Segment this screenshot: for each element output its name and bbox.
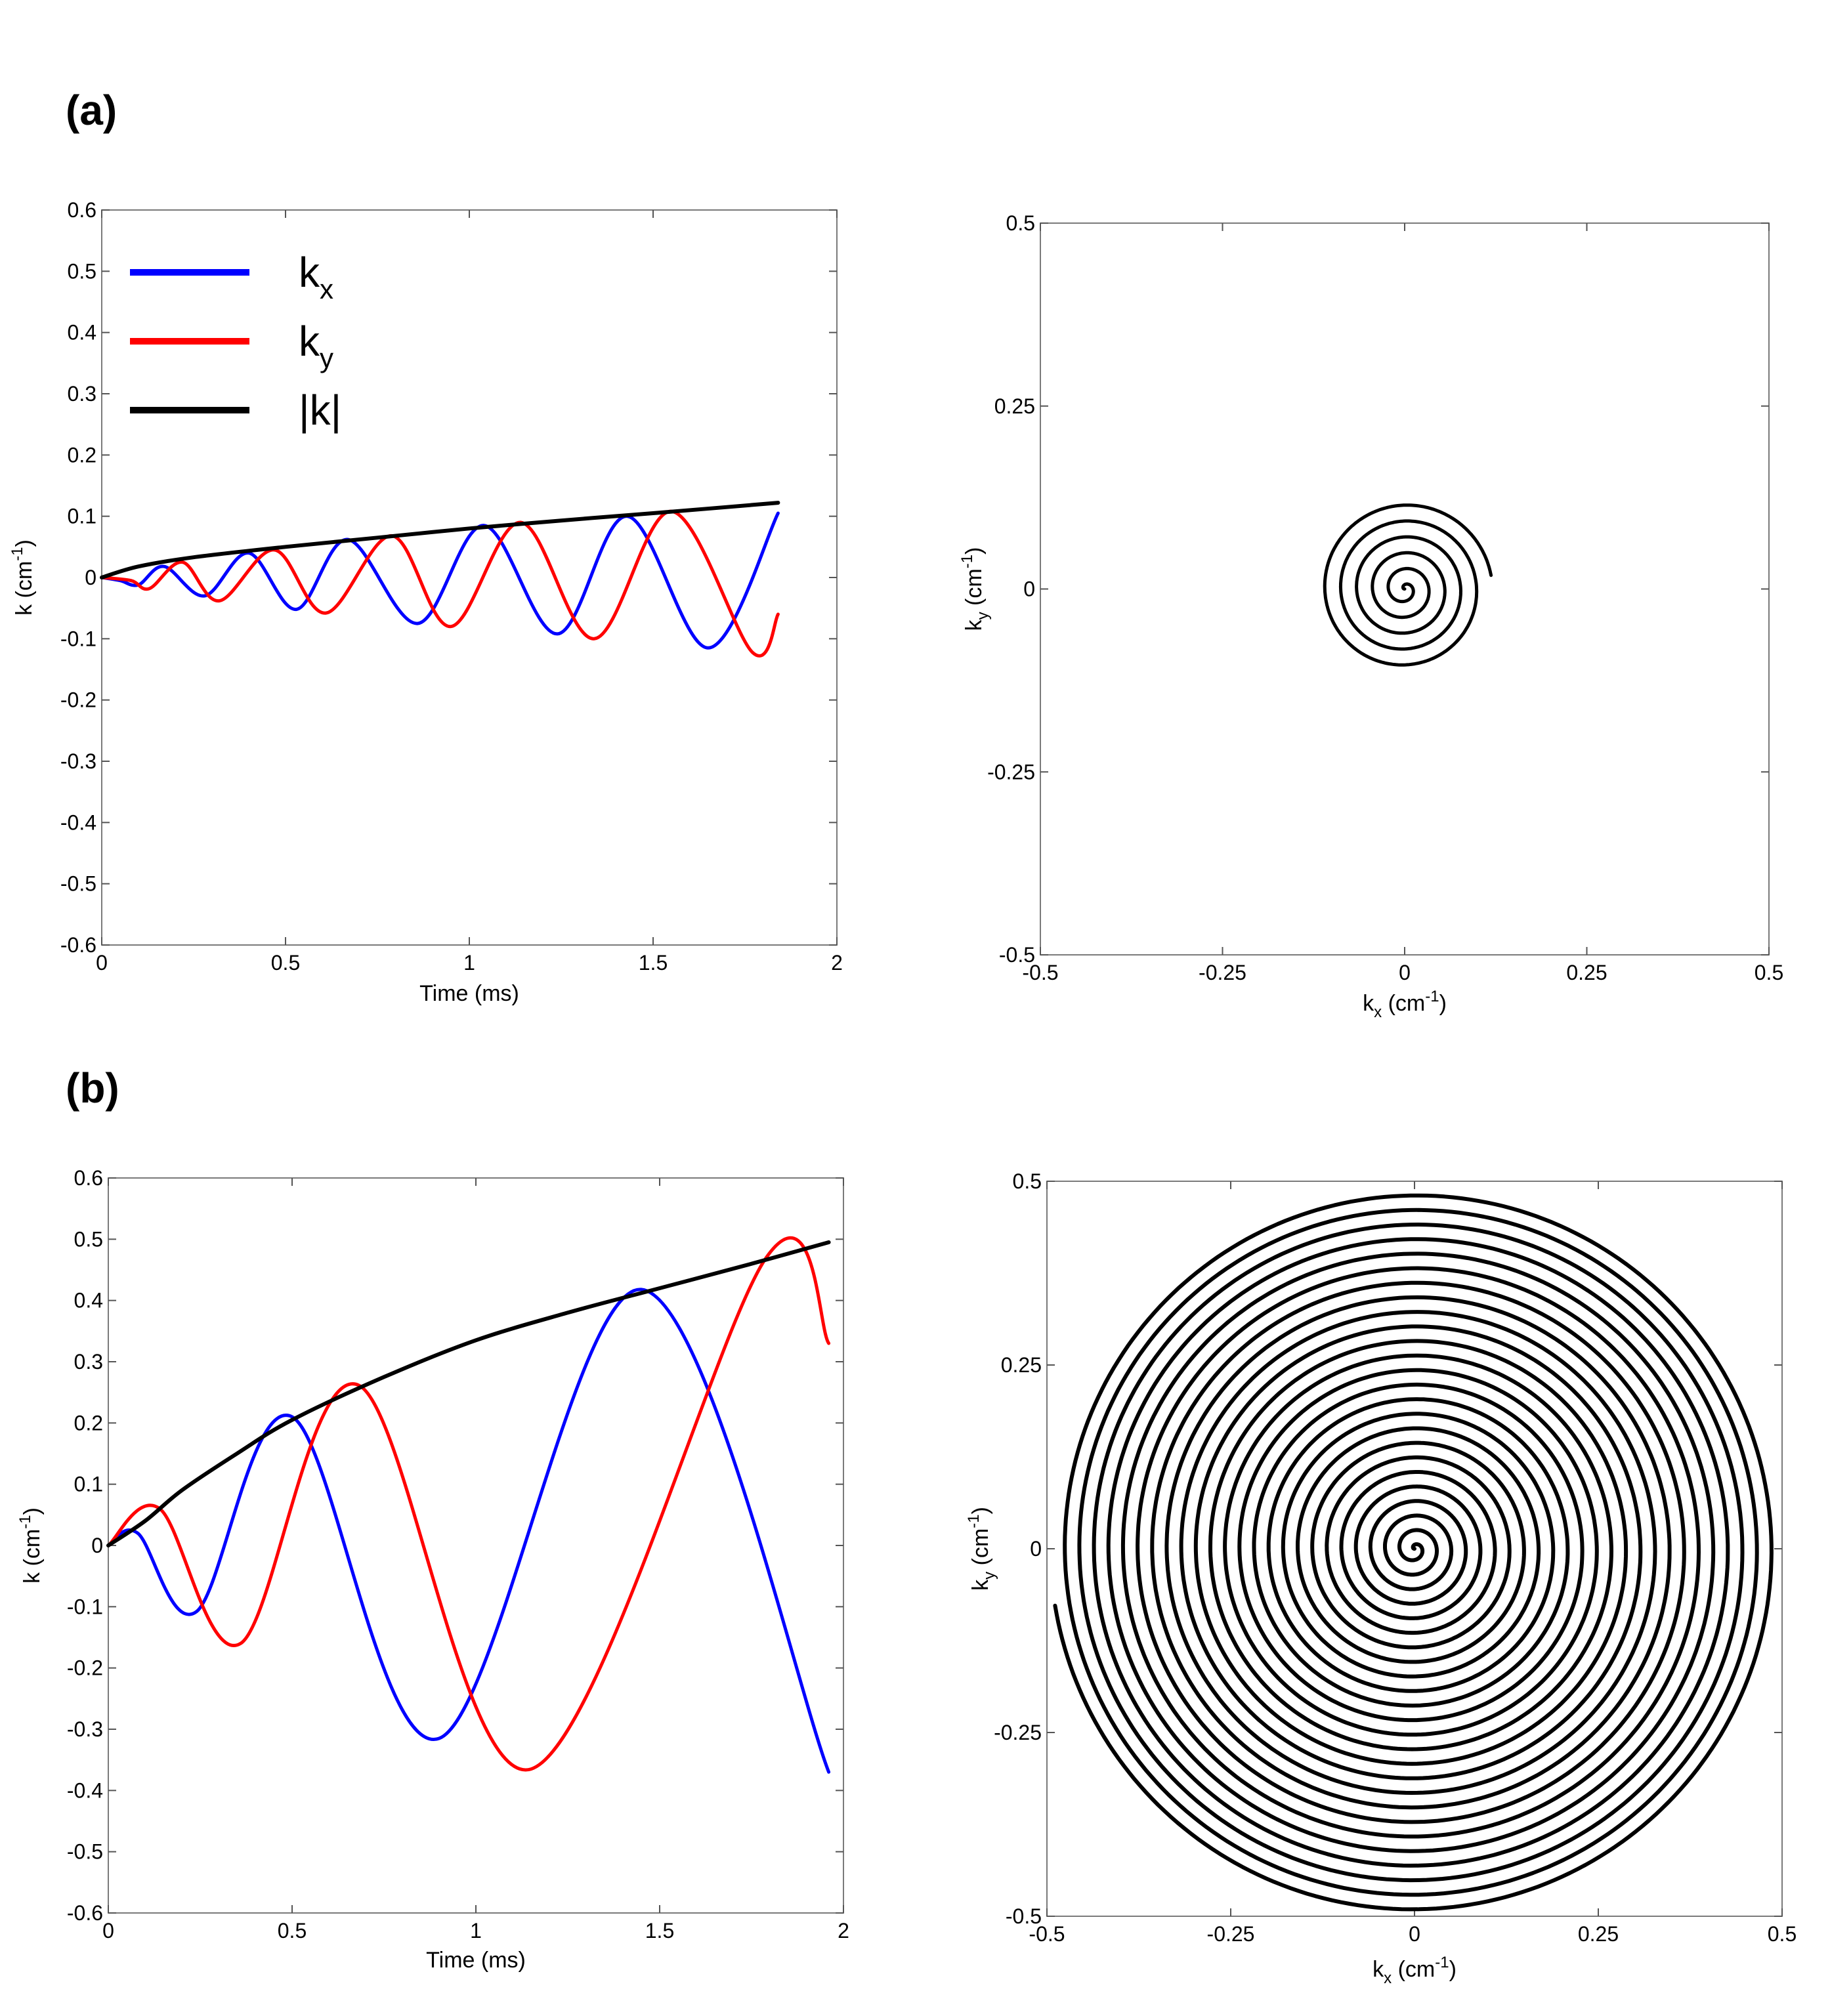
x-tick-label: 0.5 [278, 1919, 307, 1942]
series-line-kmag [100, 501, 780, 579]
y-tick-label: 0.25 [994, 394, 1035, 418]
y-tick-label: 0.6 [68, 198, 96, 222]
legend-label-kx: kx [299, 249, 333, 304]
y-tick-label: -0.3 [60, 749, 96, 773]
x-tick-label: 1.5 [639, 951, 668, 975]
chart-a-time: 0 0.5 1 1.5 2 -0.6 -0.5 -0.4 -0.3 -0.2 -0.1 0 0.1 0.2… [9, 198, 843, 1006]
y-tick-label: 0.5 [1013, 1169, 1042, 1193]
x-tick-label: 0.25 [1566, 961, 1607, 984]
x-tick-label: 0 [102, 1919, 114, 1942]
x-tick-label: 0.25 [1578, 1922, 1619, 1946]
y-axis-label: ky (cm-1) [965, 1507, 998, 1591]
y-tick-label: 0.4 [74, 1289, 103, 1312]
plot-frame [101, 209, 838, 946]
y-tick-label: 0 [91, 1534, 103, 1557]
y-tick-label: -0.5 [60, 872, 96, 896]
y-tick-label: 0 [1030, 1537, 1042, 1561]
x-tick-label: 0 [96, 951, 108, 975]
x-tick-label: -0.5 [1022, 961, 1058, 984]
x-tick-label: 1.5 [645, 1919, 674, 1942]
series-line-kmag [106, 1240, 831, 1547]
y-tick-label: 0.4 [68, 321, 96, 345]
series-line-kx [106, 1288, 831, 1774]
y-tick-label: 0.25 [1001, 1353, 1042, 1377]
y-tick-label: -0.1 [60, 627, 96, 650]
y-tick-label: 0.1 [74, 1473, 103, 1496]
y-tick-label: -0.5 [1006, 1904, 1042, 1928]
y-tick-label: 0.3 [74, 1350, 103, 1374]
legend-label-kmag: |k| [299, 387, 341, 434]
x-axis-label: kx (cm-1) [1363, 988, 1447, 1021]
x-axis-label: kx (cm-1) [1372, 1954, 1457, 1987]
plot-frame [108, 1177, 844, 1914]
series-line-ky [106, 1236, 831, 1772]
x-tick-label: 2 [838, 1919, 849, 1942]
y-tick-label: -0.6 [67, 1901, 103, 1925]
chart-b-trajectory: -0.5 -0.25 0 0.25 0.5 -0.5 -0.25 0 0.25 0.5 kx (cm… [965, 1169, 1797, 1987]
y-tick-label: -0.25 [987, 760, 1035, 784]
y-axis-label: ky (cm-1) [958, 547, 992, 631]
y-axis-label: k (cm-1) [16, 1507, 45, 1584]
spiral-trajectory [1053, 1193, 1774, 1912]
y-tick-label: -0.25 [994, 1721, 1042, 1744]
y-tick-label: -0.2 [60, 688, 96, 712]
x-tick-label: 0.5 [271, 951, 300, 975]
y-tick-label: -0.5 [999, 943, 1035, 967]
panel-label-a: (a) [66, 87, 117, 134]
y-tick-label: -0.2 [67, 1656, 103, 1680]
y-tick-label: -0.5 [67, 1840, 103, 1864]
y-tick-label: 0.5 [68, 259, 96, 283]
y-tick-label: -0.4 [67, 1778, 103, 1802]
y-tick-label: 0.2 [74, 1411, 103, 1435]
x-tick-label: 0 [1409, 1922, 1420, 1946]
y-tick-label: -0.4 [60, 810, 96, 834]
y-tick-label: 0.1 [68, 505, 96, 528]
x-tick-label: 2 [831, 951, 843, 975]
panel-label-b: (b) [66, 1064, 119, 1112]
x-tick-label: -0.5 [1029, 1922, 1065, 1946]
y-tick-label: 0 [1023, 578, 1035, 601]
x-axis-label: Time (ms) [426, 1948, 526, 1973]
x-tick-label: -0.25 [1199, 961, 1246, 984]
y-tick-label: -0.6 [60, 933, 96, 957]
y-tick-label: -0.1 [67, 1595, 103, 1618]
x-tick-label: -0.25 [1207, 1922, 1255, 1946]
y-tick-label: 0.3 [68, 382, 96, 406]
x-tick-label: 0 [1399, 961, 1411, 984]
x-axis-label: Time (ms) [419, 981, 519, 1006]
y-axis-label: k (cm-1) [9, 539, 37, 616]
y-tick-label: 0.6 [74, 1166, 103, 1190]
y-tick-label: 0.5 [74, 1227, 103, 1251]
x-tick-label: 1 [470, 1919, 482, 1942]
y-tick-label: 0.5 [1006, 211, 1035, 235]
legend: kx ky |k| [130, 249, 341, 434]
series-line-kx [100, 511, 780, 650]
chart-a-trajectory: -0.5 -0.25 0 0.25 0.5 -0.5 -0.25 0 0.25 0.5 kx (cm… [958, 211, 1783, 1021]
legend-label-ky: ky [299, 318, 333, 373]
chart-b-time: 0 0.5 1 1.5 2 -0.6 -0.5 -0.4 -0.3 -0.2 -0.1 0 0.1 0.2… [16, 1166, 849, 1973]
y-tick-label: -0.3 [67, 1717, 103, 1741]
x-tick-label: 0.5 [1768, 1922, 1797, 1946]
y-tick-label: 0.2 [68, 443, 96, 467]
x-tick-label: 0.5 [1755, 961, 1783, 984]
spiral-trajectory [1323, 503, 1493, 667]
y-tick-label: 0 [85, 566, 96, 589]
x-tick-label: 1 [463, 951, 475, 975]
